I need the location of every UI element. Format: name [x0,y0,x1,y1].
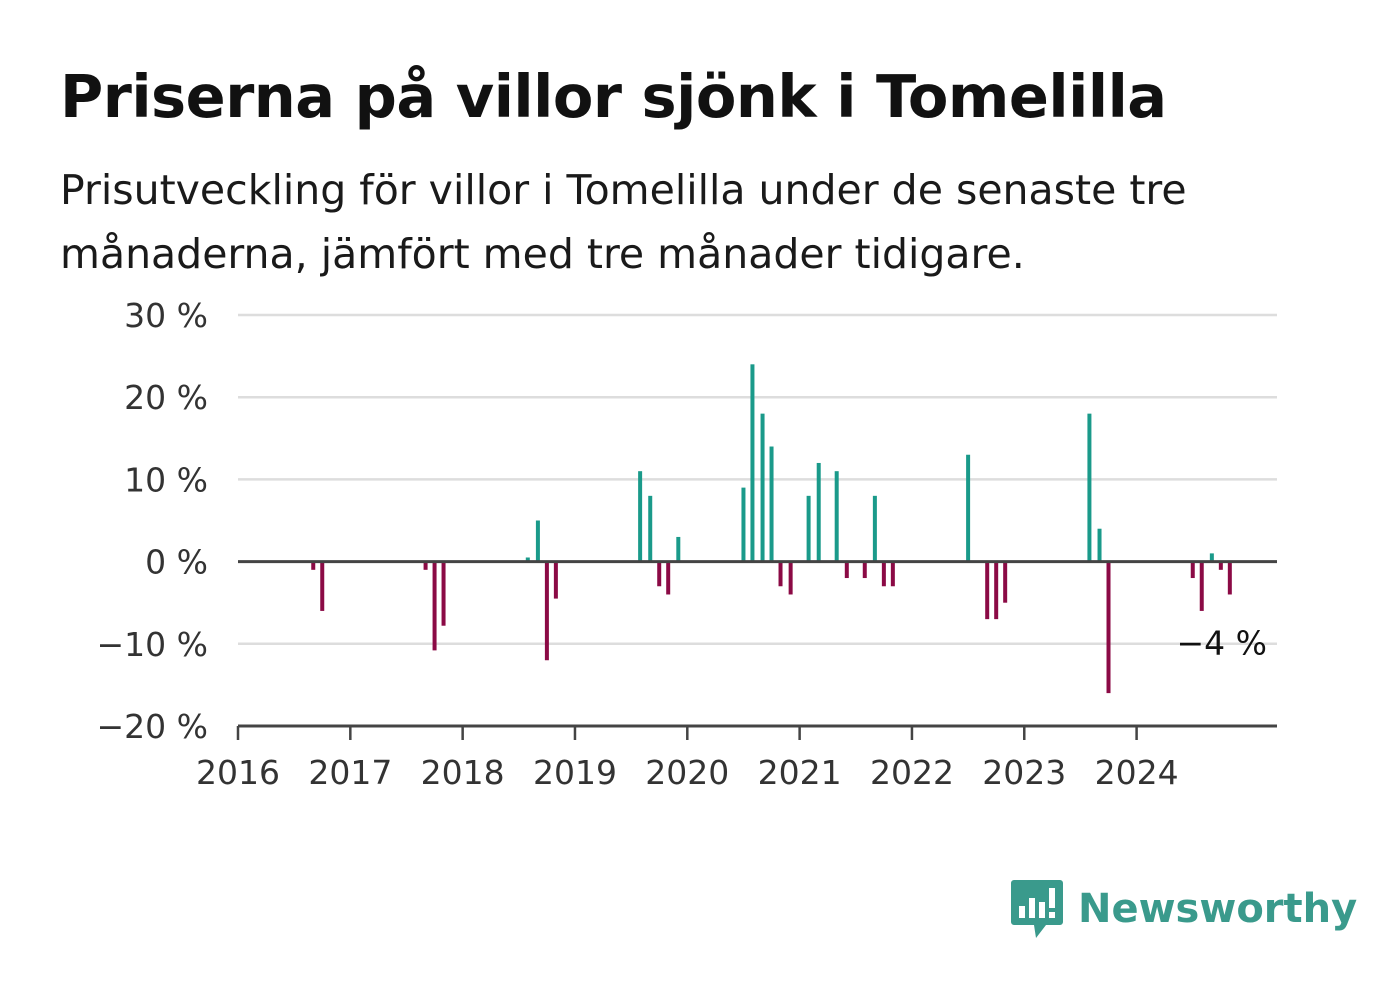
bar [423,561,428,570]
chart-title: Priserna på villor sjönk i Tomelilla [60,62,1167,131]
bar [750,364,755,562]
y-tick-label: 30 % [124,296,208,335]
x-tick-label: 2018 [421,753,505,792]
bar [441,561,446,626]
bar [525,557,530,562]
bar [872,495,877,562]
bar [535,520,540,562]
bar [657,561,662,587]
brand-name: Newsworthy [1078,886,1358,932]
grid-lines [238,313,1277,646]
bar-chart: 30 %20 %10 %0 %−10 %−20 % 2016 2017 2018 20… [97,296,1277,792]
bar [676,536,681,562]
bar [760,413,765,562]
chart-subtitle: Prisutveckling för villor i Tomelilla un… [60,166,1187,278]
bar [890,561,895,587]
x-tick-label: 2020 [645,753,729,792]
bar-chart-speech-bubble-icon [1011,880,1063,938]
bar [1003,561,1008,603]
x-tick-label: 2023 [982,753,1066,792]
bar [432,561,437,651]
bar [778,561,783,587]
bar [844,561,849,579]
x-tick-label: 2024 [1095,753,1179,792]
bar [311,561,316,570]
bar [553,561,558,599]
bar [1097,528,1102,562]
bar [648,495,653,562]
bar [1218,561,1223,570]
bar [816,462,821,562]
y-tick-label: −20 % [97,707,209,746]
bar [788,561,793,595]
bars [311,364,1232,694]
bar [862,561,867,579]
bar [638,471,643,562]
y-tick-label: 20 % [124,378,208,417]
bar [881,561,886,587]
bar [666,561,671,595]
y-tick-label: 10 % [124,460,208,499]
bar [806,495,811,562]
bar [1227,561,1232,595]
bar [1209,553,1214,562]
last-value-label: −4 % [1177,623,1268,662]
bar [544,561,549,661]
y-axis-ticks: 30 % 20 % 10 % 0 % −10 % −20 % [97,296,209,746]
bar [769,446,774,562]
axes [238,560,1277,728]
bar [1190,561,1195,579]
bar [741,487,746,562]
x-tick-label: 2017 [308,753,392,792]
bar [834,471,839,562]
bar [994,561,999,620]
bar [1106,561,1111,694]
x-axis-ticks: 2016 2017 2018 2019 2020 2021 2022 2023 2024 [196,726,1179,792]
bar [985,561,990,620]
bar [966,454,971,562]
x-tick-label: 2019 [533,753,617,792]
y-tick-label: −10 % [97,625,209,664]
bar [1199,561,1204,611]
bar [1087,413,1092,562]
x-tick-label: 2021 [758,753,842,792]
x-tick-label: 2022 [870,753,954,792]
y-tick-label: 0 % [145,543,208,582]
bar [320,561,325,611]
newsworthy-logo: Newsworthy [1010,878,1357,940]
x-tick-label: 2016 [196,753,280,792]
